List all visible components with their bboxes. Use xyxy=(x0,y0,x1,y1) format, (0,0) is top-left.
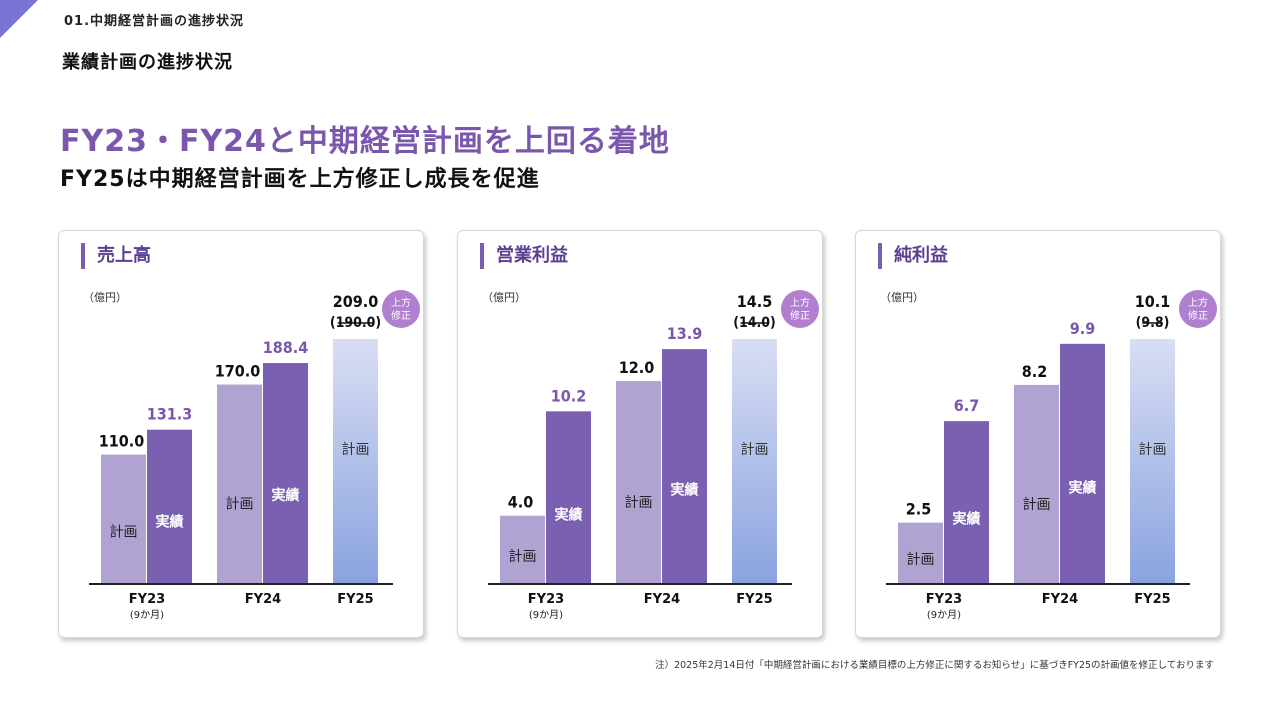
badge-text: 上方 xyxy=(790,296,810,309)
chart-title: 純利益 xyxy=(878,243,948,269)
plan-value-label: 12.0 xyxy=(619,358,655,377)
unit-label: （億円） xyxy=(482,291,526,304)
actual-bar xyxy=(944,421,989,583)
chart-title: 営業利益 xyxy=(480,243,568,269)
plan-bar xyxy=(616,381,661,583)
badge-text: 修正 xyxy=(391,309,411,322)
chart-panel-operating-profit: （億円） 計画 4.0 実績 10.2 FY23 (9か月) 計画 12.0 実績 13.9 FY24… xyxy=(457,230,823,638)
actual-bar xyxy=(546,411,591,583)
plan-bar-label: 計画 xyxy=(625,495,653,511)
badge-text: 上方 xyxy=(1188,296,1208,309)
plan-value-label: 2.5 xyxy=(906,500,932,519)
plan-bar xyxy=(898,522,943,583)
footnote: 注）2025年2月14日付「中期経営計画における業績目標の上方修正に関するお知ら… xyxy=(655,660,1214,671)
plan-bar xyxy=(217,384,262,583)
chart-svg: （億円） 計画 2.5 実績 6.7 FY23 (9か月) 計画 8.2 実績 9.9 FY24 計画 1… xyxy=(880,290,1217,621)
plan-value-label: 170.0 xyxy=(215,362,261,381)
actual-bar-label: 実績 xyxy=(1069,479,1097,496)
actual-bar-label: 実績 xyxy=(671,481,699,498)
plan-bar-label: 計画 xyxy=(509,549,537,565)
x-tick-label: FY25 xyxy=(736,592,772,607)
plan-value-label: 110.0 xyxy=(99,432,145,451)
x-tick-note: (9か月) xyxy=(130,609,164,621)
actual-bar-label: 実績 xyxy=(272,487,300,504)
actual-bar xyxy=(662,349,707,583)
actual-bar xyxy=(1060,343,1105,583)
x-tick-label: FY24 xyxy=(245,592,281,607)
x-tick-label: FY24 xyxy=(644,592,680,607)
x-tick-note: (9か月) xyxy=(927,609,961,621)
plan-value-label: 209.0 xyxy=(333,292,379,311)
plan-bar xyxy=(333,339,378,583)
badge-text: 修正 xyxy=(1188,309,1208,322)
plan-bar-label: 計画 xyxy=(741,442,769,458)
x-tick-label: FY23 xyxy=(926,592,962,607)
x-tick-note: (9か月) xyxy=(529,609,563,621)
plan-bar xyxy=(1014,384,1059,583)
subheadline: FY25は中期経営計画を上方修正し成長を促進 xyxy=(60,167,540,192)
page-title: 業績計画の進捗状況 xyxy=(62,52,233,73)
chart-title: 売上高 xyxy=(81,243,151,269)
section-label: 01.中期経営計画の進捗状況 xyxy=(64,14,245,29)
plan-value-label: 4.0 xyxy=(508,493,534,512)
plan-bar-label: 計画 xyxy=(110,525,138,541)
actual-value-label: 131.3 xyxy=(147,405,193,424)
badge-text: 修正 xyxy=(790,309,810,322)
chart-panel-sales: （億円） 計画 110.0 実績 131.3 FY23 (9か月) 計画 170.0 実績 188.… xyxy=(58,230,424,638)
plan-bar xyxy=(101,454,146,583)
headline: FY23・FY24と中期経営計画を上回る着地 xyxy=(60,124,670,159)
chart-panel-net-profit: （億円） 計画 2.5 実績 6.7 FY23 (9か月) 計画 8.2 実績 9.9 FY24 計画 1… xyxy=(855,230,1221,638)
actual-bar-label: 実績 xyxy=(953,510,981,527)
x-tick-label: FY25 xyxy=(337,592,373,607)
actual-bar-label: 実績 xyxy=(156,514,184,531)
x-tick-label: FY24 xyxy=(1042,592,1078,607)
plan-bar-label: 計画 xyxy=(342,442,370,458)
revision-badge xyxy=(781,290,819,328)
unit-label: （億円） xyxy=(83,291,127,304)
actual-bar xyxy=(147,429,192,583)
chart-svg: （億円） 計画 110.0 実績 131.3 FY23 (9か月) 計画 170.0 実績 188.… xyxy=(83,290,420,621)
x-tick-label: FY23 xyxy=(129,592,165,607)
chart-svg: （億円） 計画 4.0 実績 10.2 FY23 (9か月) 計画 12.0 実績 13.9 FY24… xyxy=(482,290,819,621)
plan-bar xyxy=(732,339,777,583)
plan-value-label: 14.5 xyxy=(737,292,773,311)
plan-bar xyxy=(500,515,545,583)
actual-value-label: 10.2 xyxy=(551,386,587,405)
actual-value-label: 188.4 xyxy=(263,338,309,357)
x-tick-label: FY25 xyxy=(1134,592,1170,607)
plan-bar-label: 計画 xyxy=(907,552,935,568)
unit-label: （億円） xyxy=(880,291,924,304)
actual-value-label: 9.9 xyxy=(1070,319,1096,338)
actual-bar-label: 実績 xyxy=(555,506,583,523)
plan-value-label: 10.1 xyxy=(1135,292,1171,311)
x-tick-label: FY23 xyxy=(528,592,564,607)
plan-bar-label: 計画 xyxy=(1139,442,1167,458)
badge-text: 上方 xyxy=(391,296,411,309)
plan-bar-label: 計画 xyxy=(1023,497,1051,513)
revision-badge xyxy=(1179,290,1217,328)
actual-value-label: 13.9 xyxy=(667,324,703,343)
actual-bar xyxy=(263,363,308,583)
plan-bar-label: 計画 xyxy=(226,497,254,513)
actual-value-label: 6.7 xyxy=(954,396,980,415)
plan-value-label: 8.2 xyxy=(1022,362,1048,381)
plan-bar xyxy=(1130,339,1175,583)
revision-badge xyxy=(382,290,420,328)
corner-accent xyxy=(0,0,38,38)
